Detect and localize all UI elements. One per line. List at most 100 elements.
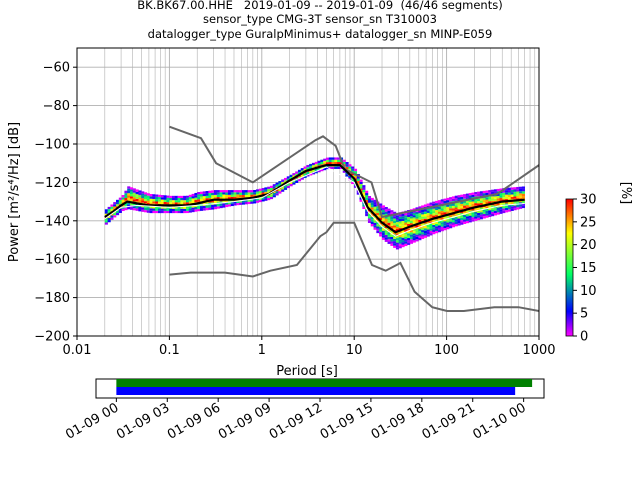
psd-cell [314,171,318,174]
x-tick-label: 10 [346,343,363,358]
psd-cell [482,190,486,194]
psd-cell [197,208,201,212]
psd-cell [440,206,444,209]
psd-cell [507,187,511,191]
psd-cell [373,227,377,230]
psd-cell [412,238,416,241]
psd-cell [202,205,206,209]
psd-cell [258,199,262,203]
psd-cell [241,194,246,198]
y-tick-label: −100 [34,138,70,153]
psd-cell [395,224,400,227]
psd-cell [160,195,164,198]
psd-cell [213,194,218,198]
psd-cell [353,175,358,179]
psd-cell [407,223,411,227]
psd-cell [401,213,405,217]
psd-cell [519,193,523,196]
psd-cell [463,214,467,218]
psd-cell [208,197,212,201]
psd-cell [107,215,111,218]
psd-cell [110,204,114,207]
psd-cell [446,204,450,207]
psd-cell [429,211,433,215]
psd-cell [211,192,215,196]
psd-cell [292,180,296,183]
psd-cell [491,209,495,212]
psd-cell [261,192,265,195]
psd-cell [423,230,428,234]
psd-cell [124,207,128,211]
psd-cell [401,221,405,224]
psd-cell [141,209,145,212]
psd-cell [437,227,442,230]
psd-cell [289,183,293,187]
psd-cell [166,197,170,200]
psd-cell [451,210,456,214]
psd-cell [423,235,428,238]
psd-cell [144,205,148,208]
psd-cell [267,195,271,198]
psd-cell [449,223,453,227]
psd-cell [309,170,313,174]
time-tick-label: 01-10 00 [471,400,529,442]
psd-cell [281,189,285,192]
psd-cell [281,181,285,185]
psd-cell [493,198,497,202]
psd-cell [241,192,246,195]
psd-cell [479,202,483,206]
psd-cell [485,208,489,211]
psd-cell [171,198,176,201]
psd-cell [474,214,478,217]
psd-cell [474,203,478,206]
psd-cell [160,201,164,205]
time-tick-label: 01-09 15 [318,400,376,442]
psd-cell [233,201,237,204]
psd-cell [144,201,148,204]
psd-cell [412,222,416,225]
psd-cell [460,220,464,223]
psd-cell [199,196,204,199]
psd-cell [404,215,408,218]
psd-cell [197,194,201,197]
psd-cell [163,195,167,198]
psd-cell [479,209,483,213]
colorbar-tick-label: 5 [580,307,588,322]
psd-cell [513,187,517,190]
psd-cell [519,197,523,200]
psd-cell [421,225,425,228]
psd-cell [306,171,310,175]
psd-cell [398,246,402,249]
psd-cell [328,159,332,163]
psd-cell [152,201,156,204]
psd-cell [188,205,192,209]
psd-cell [342,164,346,167]
psd-cell [409,229,414,233]
psd-cell [373,225,377,228]
psd-cell [286,176,290,179]
psd-cell [390,241,394,244]
psd-cell [348,178,352,181]
psd-cell [171,210,176,214]
psd-cell [510,196,514,200]
psd-cell [356,178,360,181]
psd-cell [451,198,456,202]
psd-cell [233,194,237,197]
psd-cell [104,220,108,223]
psd-cell [457,195,461,198]
psd-cell [482,206,486,210]
psd-cell [253,198,257,202]
psd-cell [465,204,470,208]
psd-cell [507,209,511,212]
psd-cell [233,192,237,195]
psd-cell [446,222,450,225]
psd-cell [149,208,153,211]
psd-cell [421,223,425,226]
psd-cell [437,220,442,224]
psd-cell [390,239,394,242]
psd-cell [443,225,447,228]
psd-cell [199,194,204,197]
psd-cell [468,208,472,212]
psd-cell [384,206,388,210]
psd-cell [295,173,299,177]
